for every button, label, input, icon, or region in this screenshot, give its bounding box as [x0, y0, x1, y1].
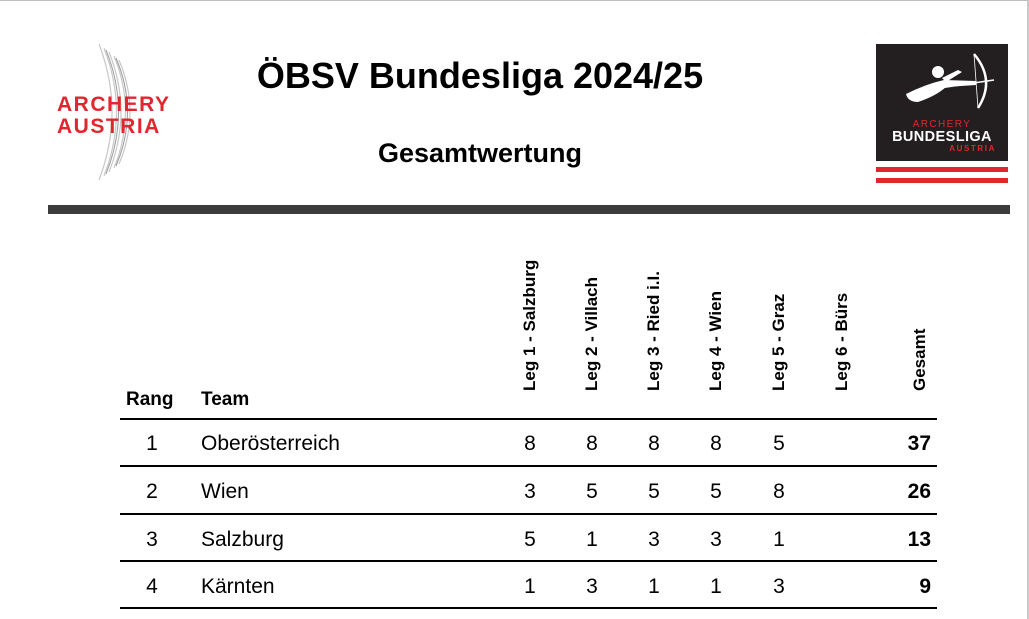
archer-silhouette-icon [906, 53, 995, 109]
logo-left-line1: ARCHERY [57, 93, 171, 116]
leg-cell: 8 [773, 480, 785, 503]
leg-cell: 1 [524, 575, 536, 598]
leg-cell: 3 [586, 575, 598, 598]
leg-cell: 1 [586, 528, 598, 551]
leg-cell: 3 [648, 528, 660, 551]
leg-cell: 8 [710, 432, 722, 455]
total-cell: 37 [907, 432, 931, 455]
logo-left-line2: AUSTRIA [57, 115, 161, 138]
leg-cell: 8 [586, 432, 598, 455]
flag-stripe-red-top [876, 167, 1008, 172]
leg-cell: 1 [648, 575, 660, 598]
leg-cell: 5 [710, 480, 722, 503]
column-header-rank: Rang [126, 389, 174, 410]
archery-bundesliga-logo: ARCHERY BUNDESLIGA AUSTRIA [876, 44, 1008, 185]
row-divider [120, 513, 937, 515]
logo-right-box: ARCHERY BUNDESLIGA AUSTRIA [876, 44, 1008, 161]
team-cell: Wien [201, 480, 249, 503]
row-divider [120, 607, 937, 609]
total-cell: 26 [907, 480, 931, 503]
leg-cell: 3 [710, 528, 722, 551]
leg-cell: 5 [586, 480, 598, 503]
leg-cell: 5 [648, 480, 660, 503]
leg-cell: 1 [773, 528, 785, 551]
column-header-team: Team [201, 389, 250, 410]
team-cell: Salzburg [201, 528, 284, 551]
leg-cell: 5 [773, 432, 785, 455]
leg-cell: 8 [648, 432, 660, 455]
page-border-right [1027, 0, 1029, 619]
page-title: ÖBSV Bundesliga 2024/25 [256, 55, 704, 96]
leg-cell: 5 [524, 528, 536, 551]
rank-cell: 3 [146, 528, 158, 551]
rank-cell: 4 [146, 575, 158, 598]
leg-cell: 8 [524, 432, 536, 455]
rank-cell: 1 [146, 432, 158, 455]
total-cell: 9 [919, 575, 931, 598]
bow-lines-icon [98, 43, 131, 181]
total-cell: 13 [907, 528, 931, 551]
row-divider [120, 465, 937, 467]
page-subtitle: Gesamtwertung [377, 138, 583, 168]
flag-stripe-red-bottom [876, 178, 1008, 183]
leg-cell: 3 [524, 480, 536, 503]
team-cell: Kärnten [201, 575, 275, 598]
header-divider [48, 205, 1010, 214]
logo-right-line2: BUNDESLIGA [892, 129, 992, 145]
archery-austria-logo: ARCHERY AUSTRIA [55, 42, 185, 182]
logo-right-line3: AUSTRIA [949, 144, 996, 153]
logo-right-line1: ARCHERY [912, 119, 972, 130]
leg-cell: 1 [710, 575, 722, 598]
rank-cell: 2 [146, 480, 158, 503]
leg-cell: 3 [773, 575, 785, 598]
row-divider [120, 560, 937, 562]
table-header-divider [120, 418, 937, 420]
team-cell: Oberösterreich [201, 432, 340, 455]
page-border-top [0, 0, 1029, 1]
